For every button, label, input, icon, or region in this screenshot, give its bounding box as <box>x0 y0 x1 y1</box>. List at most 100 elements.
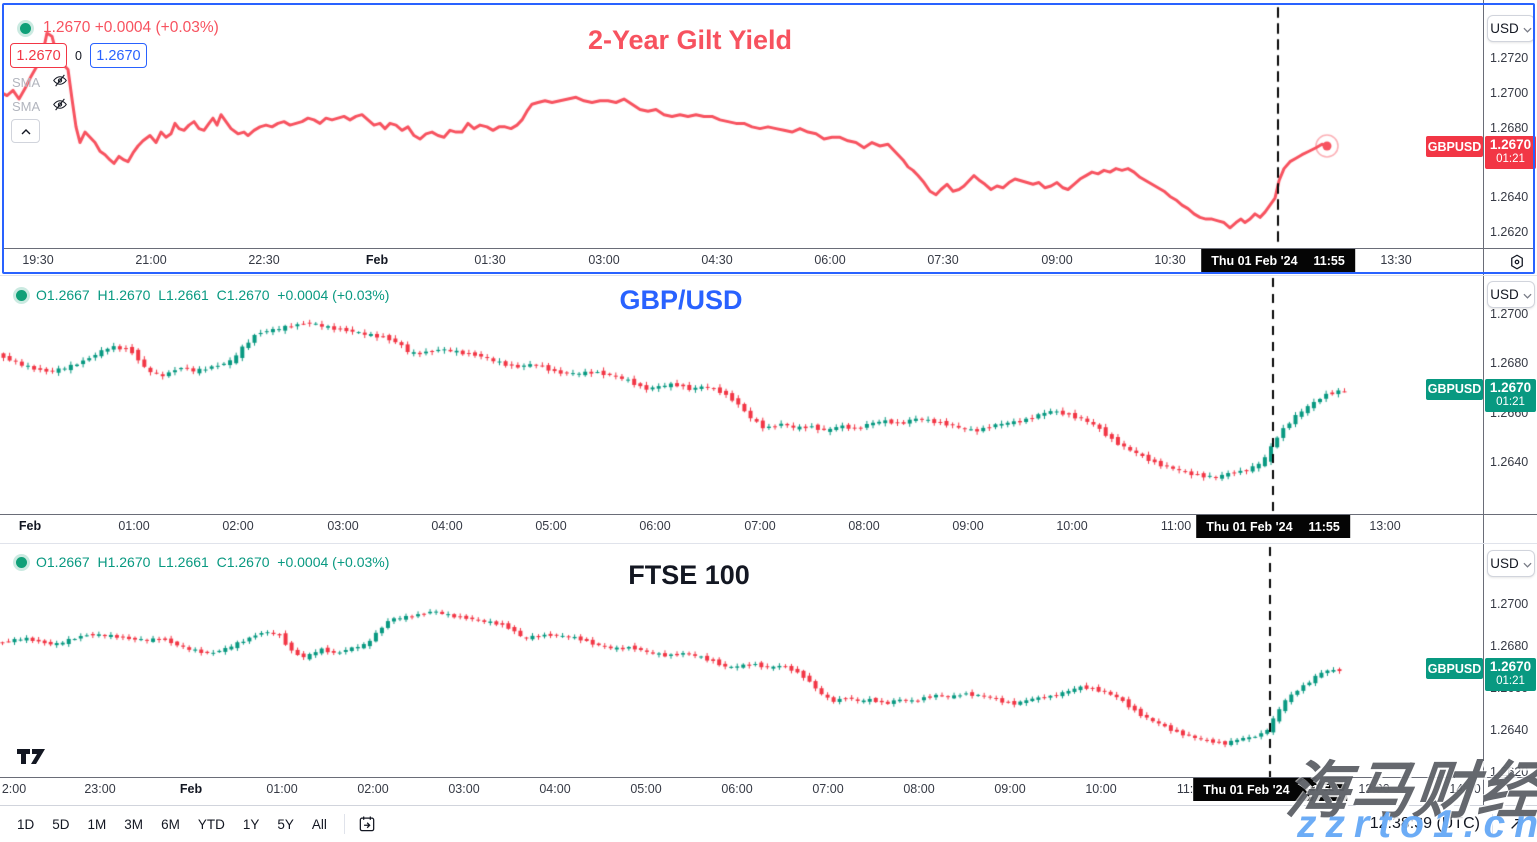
tradingview-logo[interactable] <box>16 747 46 771</box>
time-tick-label[interactable]: 08:00 <box>903 782 935 796</box>
price-tick-label[interactable]: 1.2700 <box>1490 85 1529 100</box>
pane1-title: 2-Year Gilt Yield <box>587 25 793 55</box>
gbpusd-chart-canvas[interactable] <box>0 276 1483 514</box>
time-tick-label[interactable]: 07:00 <box>744 519 776 533</box>
price-tick-label[interactable]: 1.2680 <box>1490 120 1529 135</box>
go-to-date-icon[interactable] <box>353 812 381 836</box>
time-tick-label[interactable]: 13:30 <box>1380 253 1412 267</box>
time-tick-label[interactable]: Feb <box>18 519 42 533</box>
time-tick-label[interactable]: 01:30 <box>474 253 506 267</box>
buy-price-button[interactable]: 1.2670 <box>89 43 147 68</box>
price-tick-label[interactable]: 1.2620 <box>1490 765 1529 779</box>
panel-resize-icon[interactable] <box>1503 812 1529 836</box>
time-tick-label[interactable]: 05:00 <box>535 519 567 533</box>
time-tick-label[interactable]: 06:00 <box>814 253 846 267</box>
time-tick-label[interactable]: 09:00 <box>1041 253 1073 267</box>
countdown-timer: 01:21 <box>1496 675 1525 687</box>
price-tick-label[interactable]: 1.2640 <box>1490 454 1529 469</box>
time-tick-label[interactable]: 19:30 <box>22 253 54 267</box>
price-tick-label[interactable]: 1.2640 <box>1490 723 1529 737</box>
time-tick-label[interactable]: 11:00 <box>1160 519 1192 533</box>
price-tick-label[interactable]: 1.2700 <box>1490 307 1529 321</box>
bottom-toolbar: 1D 5D 1M 3M 6M YTD 1Y 5Y All 12:38:39 (UTC) <box>0 806 1537 842</box>
range-button-5y[interactable]: 5Y <box>277 816 294 832</box>
price-tick-label[interactable]: 1.2680 <box>1490 356 1529 371</box>
countdown-timer: 01:21 <box>1496 153 1525 165</box>
time-tick-label[interactable]: 10:00 <box>1085 782 1117 796</box>
range-button-6m[interactable]: 6M <box>161 816 180 832</box>
toolbar-separator <box>0 805 1537 806</box>
ftse-chart-canvas[interactable] <box>0 545 1483 777</box>
session-clock[interactable]: 12:38:39 (UTC) <box>1369 815 1480 832</box>
last-price-badge: 1.2670 01:21 <box>1485 136 1536 169</box>
range-button-1y[interactable]: 1Y <box>242 816 260 832</box>
currency-selector-pane1[interactable]: USD <box>1487 15 1535 42</box>
time-tick-label[interactable]: 10:00 <box>1056 519 1088 533</box>
price-axis-separator[interactable] <box>1483 0 1484 805</box>
legend-collapse-button[interactable] <box>11 119 40 143</box>
last-price-value: 1.2670 <box>1489 659 1532 674</box>
symbol-status-dot <box>20 22 31 34</box>
time-tick-label[interactable]: 06:00 <box>721 782 753 796</box>
time-tick-label[interactable]: Feb <box>179 782 203 796</box>
time-tick-label[interactable]: 22:30 <box>248 253 280 267</box>
gilt-yield-chart-canvas[interactable] <box>4 6 1483 248</box>
time-tick-label[interactable]: 2:00 <box>1 782 27 796</box>
currency-label: USD <box>1490 287 1519 302</box>
ohlc-values: O1.2667 H1.2670 L1.2661 C1.2670 +0.0004 … <box>36 287 390 303</box>
range-button-1d[interactable]: 1D <box>17 816 35 832</box>
sma-label: SMA <box>12 74 41 90</box>
sell-price-button[interactable]: 1.2670 <box>10 43 67 68</box>
sma-label: SMA <box>12 98 41 114</box>
time-axis-settings-gear-icon[interactable] <box>1505 252 1529 272</box>
time-tick-label[interactable]: 04:00 <box>539 782 571 796</box>
time-axis-line-pane2 <box>0 514 1537 515</box>
time-tick-label[interactable]: 10:30 <box>1154 253 1186 267</box>
time-tick-label[interactable]: 09:00 <box>994 782 1026 796</box>
time-tick-label[interactable]: 07:30 <box>927 253 959 267</box>
price-tick-label[interactable]: 1.2620 <box>1490 225 1529 239</box>
price-tick-label[interactable]: 1.2720 <box>1490 51 1529 65</box>
time-tick-label[interactable]: 02:00 <box>222 519 254 533</box>
range-button-all[interactable]: All <box>311 816 327 832</box>
symbol-status-dot <box>16 289 27 301</box>
time-tick-label[interactable]: 07:00 <box>812 782 844 796</box>
pane-separator-1[interactable] <box>0 275 1537 276</box>
range-button-1m[interactable]: 1M <box>87 816 107 832</box>
eye-hidden-icon[interactable] <box>51 73 69 91</box>
time-tick-label[interactable]: 04:00 <box>431 519 463 533</box>
time-tick-label[interactable]: 06:00 <box>639 519 671 533</box>
time-tick-label[interactable]: 13:00 <box>1358 782 1390 796</box>
time-tick-label[interactable]: 03:00 <box>327 519 359 533</box>
price-tick-label[interactable]: 1.2700 <box>1490 597 1529 611</box>
time-tick-label[interactable]: 08:00 <box>848 519 880 533</box>
time-tick-label[interactable]: 01:00 <box>266 782 298 796</box>
price-tick-label[interactable]: 1.2680 <box>1490 639 1529 653</box>
range-button-5d[interactable]: 5D <box>52 816 70 832</box>
currency-selector-pane3[interactable]: USD <box>1487 550 1535 577</box>
price-tick-label[interactable]: 1.2640 <box>1490 190 1529 205</box>
time-tick-label[interactable]: 01:00 <box>118 519 150 533</box>
time-tick-label[interactable]: 21:00 <box>135 253 167 267</box>
time-tick-label[interactable]: 02:00 <box>357 782 389 796</box>
spread-value: 0 <box>75 48 82 63</box>
time-tick-label[interactable]: 03:00 <box>448 782 480 796</box>
last-price-badge: 1.2670 01:21 <box>1485 658 1536 691</box>
time-tick-label[interactable]: 13:00 <box>1369 519 1401 533</box>
currency-selector-pane2[interactable]: USD <box>1487 281 1535 308</box>
time-tick-label[interactable]: 14:00 <box>1449 782 1481 796</box>
ohlc-values: O1.2667 H1.2670 L1.2661 C1.2670 +0.0004 … <box>36 554 390 570</box>
eye-hidden-icon[interactable] <box>51 97 69 115</box>
time-tick-label[interactable]: 03:00 <box>588 253 620 267</box>
pane1-legend-price-change: 1.2670 +0.0004 (+0.03%) <box>43 19 219 36</box>
pane-separator-2[interactable] <box>0 543 1537 544</box>
time-tick-label[interactable]: 04:30 <box>701 253 733 267</box>
time-tick-label[interactable]: 23:00 <box>84 782 116 796</box>
symbol-pill: GBPUSD <box>1426 136 1483 157</box>
range-button-ytd[interactable]: YTD <box>197 816 225 832</box>
range-button-3m[interactable]: 3M <box>124 816 144 832</box>
time-tick-label[interactable]: 09:00 <box>952 519 984 533</box>
time-tick-label[interactable]: Feb <box>365 253 389 267</box>
time-tick-label[interactable]: 05:00 <box>630 782 662 796</box>
pane1-trade-buttons: 1.2670 0 1.2670 <box>10 43 147 68</box>
